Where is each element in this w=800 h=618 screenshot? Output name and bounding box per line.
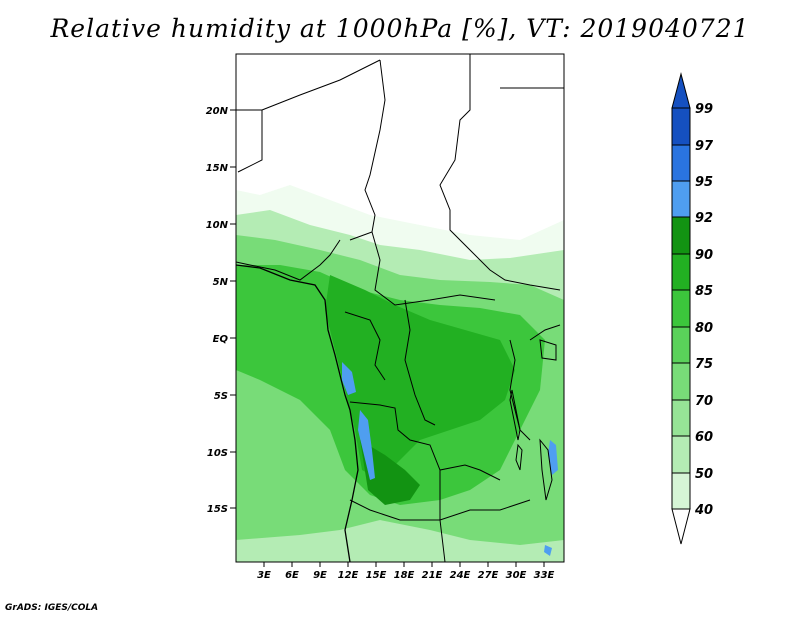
lon-label-15e: 15E bbox=[366, 570, 387, 581]
lon-label-30e: 30E bbox=[506, 570, 527, 581]
lat-label-20n: 20N bbox=[206, 106, 229, 117]
lat-label-5s: 5S bbox=[214, 391, 228, 402]
colorbar-label-92: 92 bbox=[695, 211, 713, 226]
humidity-90-layer bbox=[325, 275, 515, 480]
lat-label-eq: EQ bbox=[213, 334, 229, 345]
lat-label-15s: 15S bbox=[207, 504, 228, 515]
colorbar-band-92-95 bbox=[671, 180, 691, 218]
map-frame bbox=[235, 53, 565, 563]
colorbar-label-40: 40 bbox=[694, 503, 713, 518]
colorbar: 99 97 95 92 90 85 80 75 70 60 50 40 bbox=[671, 72, 714, 545]
colorbar-bottom-arrow bbox=[671, 508, 691, 545]
lon-label-12e: 12E bbox=[338, 570, 359, 581]
lat-label-10s: 10S bbox=[207, 448, 228, 459]
country-borders bbox=[236, 54, 564, 562]
humidity-97-patch-2 bbox=[358, 410, 375, 480]
lon-label-21e: 21E bbox=[422, 570, 443, 581]
lat-label-5n: 5N bbox=[213, 277, 229, 288]
colorbar-label-80: 80 bbox=[695, 321, 713, 336]
map-panel bbox=[236, 54, 564, 562]
grads-credit: GrADS: IGES/COLA bbox=[5, 603, 99, 613]
colorbar-band-75-80 bbox=[671, 326, 691, 364]
humidity-97-patch-1 bbox=[342, 362, 356, 395]
colorbar-band-85-90 bbox=[671, 253, 691, 291]
lon-label-6e: 6E bbox=[285, 570, 299, 581]
lat-label-15n: 15N bbox=[206, 163, 229, 174]
lon-label-33e: 33E bbox=[534, 570, 555, 581]
colorbar-label-60: 60 bbox=[695, 430, 713, 445]
colorbar-band-60-70 bbox=[671, 399, 691, 437]
lon-label-9e: 9E bbox=[313, 570, 327, 581]
colorbar-label-95: 95 bbox=[695, 175, 713, 190]
lon-label-3e: 3E bbox=[257, 570, 271, 581]
map-title: Relative humidity at 1000hPa [%], VT: 20… bbox=[50, 14, 750, 43]
colorbar-band-40-50 bbox=[671, 472, 691, 510]
humidity-97-patch-4 bbox=[544, 545, 552, 556]
colorbar-label-75: 75 bbox=[695, 357, 713, 372]
humidity-92-layer bbox=[360, 440, 420, 505]
colorbar-label-99: 99 bbox=[695, 102, 713, 117]
colorbar-band-95-97 bbox=[671, 144, 691, 182]
colorbar-label-50: 50 bbox=[695, 467, 713, 482]
lon-label-24e: 24E bbox=[450, 570, 471, 581]
colorbar-label-90: 90 bbox=[695, 248, 713, 263]
colorbar-label-97: 97 bbox=[695, 139, 714, 154]
colorbar-band-97-99 bbox=[671, 107, 691, 146]
colorbar-band-80-85 bbox=[671, 289, 691, 328]
colorbar-band-90-92 bbox=[671, 216, 691, 255]
lon-label-18e: 18E bbox=[394, 570, 415, 581]
lon-label-27e: 27E bbox=[478, 570, 499, 581]
colorbar-top-arrow bbox=[671, 72, 691, 109]
colorbar-band-70-75 bbox=[671, 362, 691, 401]
colorbar-band-50-60 bbox=[671, 435, 691, 474]
colorbar-label-70: 70 bbox=[695, 394, 713, 409]
longitude-axis: 3E 6E 9E 12E 15E 18E 21E 24E 27E 30E 33E bbox=[257, 562, 555, 581]
lat-label-10n: 10N bbox=[206, 220, 229, 231]
colorbar-label-85: 85 bbox=[695, 284, 713, 299]
latitude-axis: 20N 15N 10N 5N EQ 5S 10S 15S bbox=[206, 106, 236, 515]
